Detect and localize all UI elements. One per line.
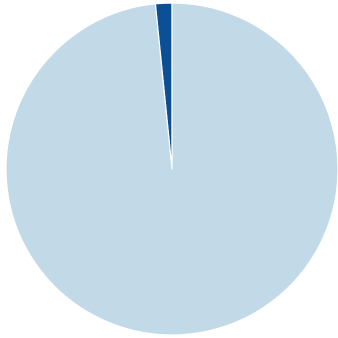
pie-slice-1 (5, 2, 338, 336)
pie-slices (5, 2, 338, 336)
